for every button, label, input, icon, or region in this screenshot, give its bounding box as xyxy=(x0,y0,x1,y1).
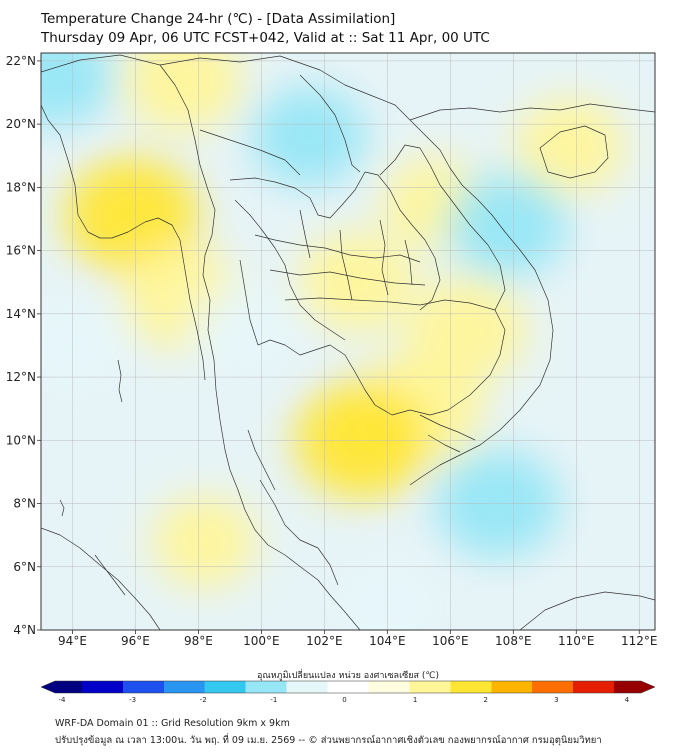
lon-tick-label: 104°E xyxy=(369,634,406,648)
lat-tick-label: 18°N xyxy=(6,180,36,194)
colorbar-tick-label: 2 xyxy=(484,696,488,704)
lon-tick-label: 102°E xyxy=(306,634,343,648)
warm-anomaly xyxy=(298,232,414,333)
warm-anomaly xyxy=(406,277,527,382)
colorbar-ticks: -4 -3 -2 -1 0 1 2 3 4 xyxy=(59,696,630,704)
lon-tick-label: 112°E xyxy=(621,634,658,648)
colorbar xyxy=(40,680,656,694)
lon-tick-label: 94°E xyxy=(58,634,87,648)
warm-anomaly xyxy=(152,495,258,588)
colorbar-title: อุณหภูมิเปลี่ยนแปลง หน่วย องศาเซลเซียส (… xyxy=(257,668,439,681)
model-info: WRF-DA Domain 01 :: Grid Resolution 9km … xyxy=(55,718,290,729)
warm-anomaly xyxy=(64,157,200,275)
map-title: Temperature Change 24-hr (℃) - [Data Ass… xyxy=(41,11,396,27)
lat-tick-label: 6°N xyxy=(13,560,36,574)
lat-tick-label: 20°N xyxy=(6,117,36,131)
lat-tick-label: 22°N xyxy=(6,54,36,68)
lat-tick-label: 14°N xyxy=(6,307,36,321)
map-plot-area xyxy=(41,53,655,630)
lat-tick-label: 12°N xyxy=(6,370,36,384)
cool-anomaly xyxy=(446,173,568,278)
credit-line: ปรับปรุงข้อมูล ณ เวลา 13:00น. วัน พฤ. ที… xyxy=(55,735,602,746)
lon-tick-label: 110°E xyxy=(558,634,595,648)
cool-anomaly xyxy=(193,284,299,376)
lon-tick-label: 106°E xyxy=(432,634,469,648)
warm-anomaly xyxy=(515,98,625,195)
lon-tick-label: 96°E xyxy=(121,634,150,648)
colorbar-tick-label: 0 xyxy=(342,696,346,704)
cool-anomaly xyxy=(41,53,115,127)
lon-tick-label: 108°E xyxy=(495,634,532,648)
colorbar-tick-label: -4 xyxy=(59,696,67,704)
lat-tick-label: 16°N xyxy=(6,244,36,258)
colorbar-tick-label: 1 xyxy=(413,696,417,704)
lat-tick-label: 10°N xyxy=(6,433,36,447)
temperature-field xyxy=(41,53,625,630)
lat-tick-label: 8°N xyxy=(13,497,36,511)
map-frame xyxy=(40,52,656,631)
colorbar-tick-label: -2 xyxy=(200,696,207,704)
colorbar-tick-label: -1 xyxy=(270,696,277,704)
country-borders xyxy=(41,54,655,630)
map-axis-ticks: 94°E 96°E 98°E 100°E 102°E 104°E 106°E 108°E 110… xyxy=(6,54,658,648)
cool-anomaly xyxy=(251,86,367,187)
lon-tick-label: 100°E xyxy=(243,634,280,648)
warm-anomaly xyxy=(122,53,243,133)
colorbar-tick-label: 3 xyxy=(554,696,558,704)
colorbar-tick-label: -3 xyxy=(129,696,136,704)
map-subtitle: Thursday 09 Apr, 06 UTC FCST+042, Valid … xyxy=(41,30,490,46)
lon-tick-label: 98°E xyxy=(184,634,213,648)
cool-anomaly xyxy=(41,299,125,392)
lat-tick-label: 4°N xyxy=(13,623,36,637)
colorbar-tick-label: 4 xyxy=(625,696,630,704)
